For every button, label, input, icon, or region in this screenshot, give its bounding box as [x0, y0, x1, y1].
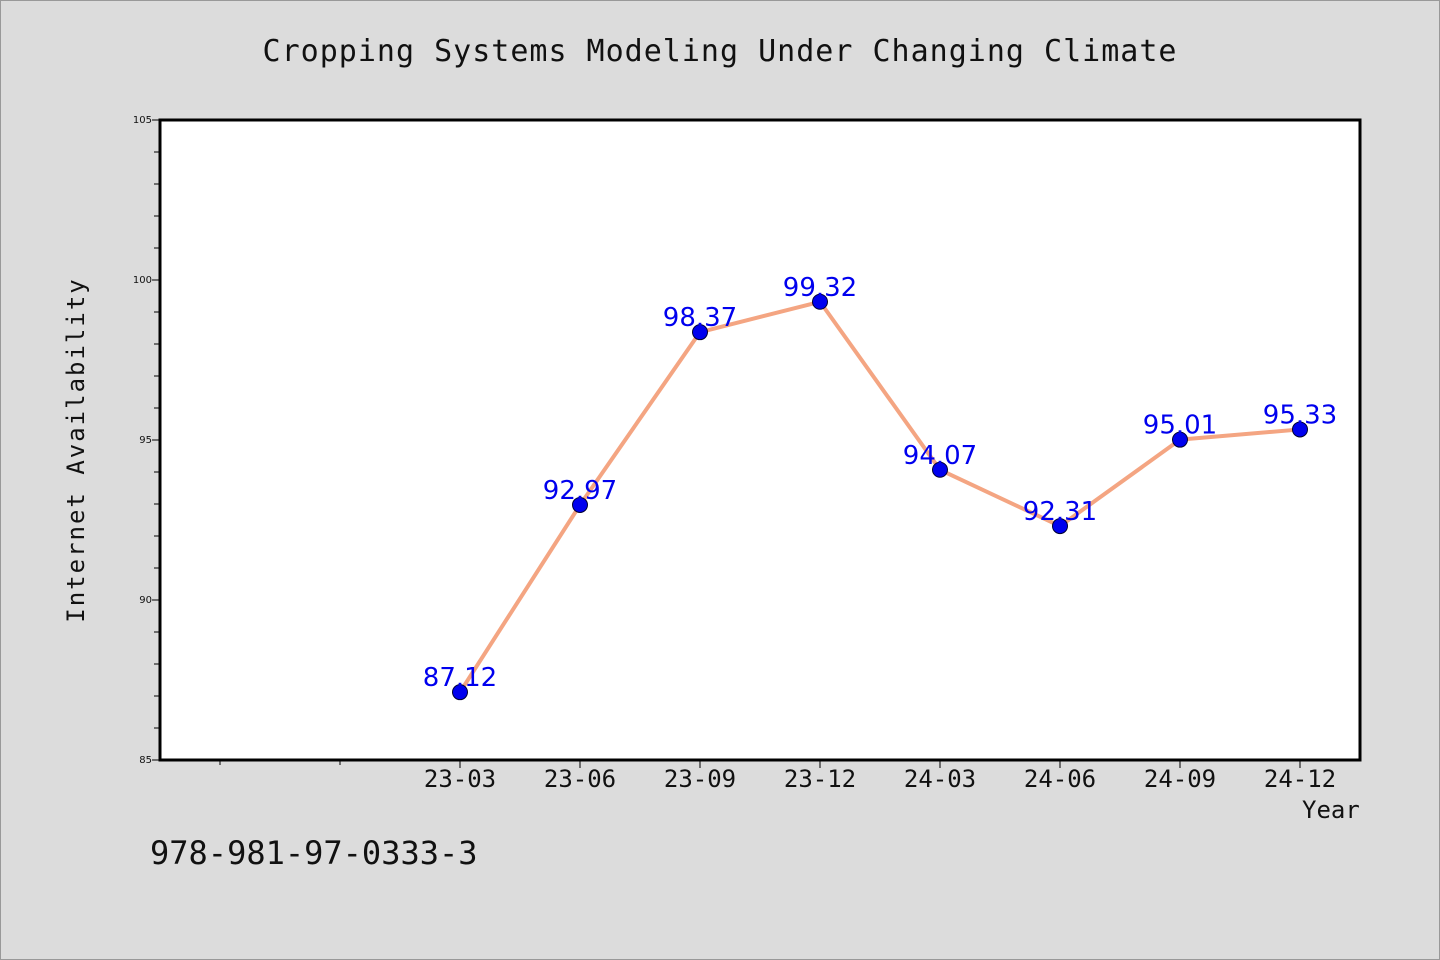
data-point — [572, 496, 588, 513]
data-label: 98.37 — [663, 303, 737, 333]
data-point — [1172, 431, 1188, 448]
data-label: 87.12 — [423, 663, 497, 693]
y-tick-label: 95 — [139, 435, 152, 446]
data-point — [452, 684, 468, 701]
data-label: 99.32 — [783, 273, 857, 303]
data-label: 95.01 — [1143, 411, 1217, 441]
x-tick-label: 23-12 — [784, 765, 856, 793]
x-tick-label: 23-03 — [424, 765, 496, 793]
y-tick-label: 90 — [139, 595, 152, 606]
x-tick-label: 23-06 — [544, 765, 616, 793]
x-tick-label: 24-03 — [904, 765, 976, 793]
data-point — [812, 293, 828, 310]
data-label: 95.33 — [1263, 400, 1337, 430]
x-tick-label: 24-12 — [1264, 765, 1336, 793]
x-tick-label: 23-09 — [664, 765, 736, 793]
data-point — [1052, 518, 1068, 535]
data-point — [692, 324, 708, 341]
series-line — [458, 299, 1302, 695]
data-point — [932, 461, 948, 478]
data-label: 92.97 — [543, 476, 617, 506]
footer-code: 978-981-97-0333-3 — [150, 834, 478, 872]
data-label: 94.07 — [903, 441, 977, 471]
y-tick-label: 85 — [139, 755, 152, 766]
y-tick-label: 105 — [133, 115, 152, 126]
y-tick-label: 100 — [133, 275, 152, 286]
x-tick-label: 24-06 — [1024, 765, 1096, 793]
data-point — [1292, 421, 1308, 438]
x-axis-label: Year — [1302, 796, 1360, 824]
plot-area — [158, 118, 1362, 762]
chart-title: Cropping Systems Modeling Under Changing… — [262, 34, 1178, 69]
data-label: 92.31 — [1023, 497, 1097, 527]
x-tick-label: 24-09 — [1144, 765, 1216, 793]
